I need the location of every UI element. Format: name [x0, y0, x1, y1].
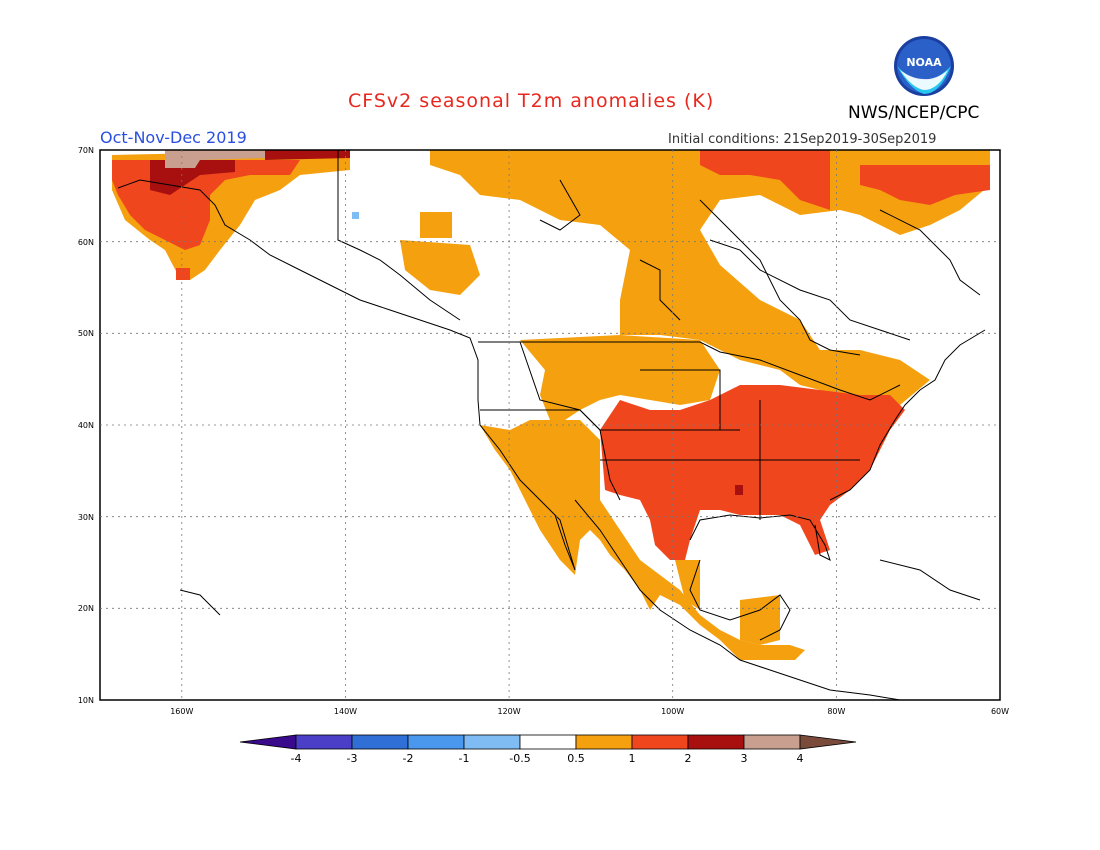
lat-label: 40N — [78, 421, 94, 430]
agency-label: NWS/NCEP/CPC — [848, 103, 980, 123]
anomaly-darkred-arctic — [265, 150, 350, 160]
lon-label: 100W — [661, 707, 684, 716]
colorbar-label: -3 — [347, 752, 358, 765]
anomaly-orange-us-west — [520, 335, 720, 420]
colorbar-segment — [407, 734, 465, 750]
colorbar-label: -4 — [291, 752, 302, 765]
colorbar-label: 0.5 — [567, 752, 585, 765]
colorbar-segment — [295, 734, 353, 750]
lat-label: 20N — [78, 604, 94, 613]
colorbar-legend: -4 -3 -2 -1 -0.5 0.5 1 2 3 4 — [239, 734, 857, 765]
lat-label: 50N — [78, 329, 94, 338]
anomaly-orange-central-america — [740, 595, 780, 645]
anomaly-orange-canada-west — [400, 240, 480, 295]
forecast-period: Oct-Nov-Dec 2019 — [100, 128, 247, 147]
anomaly-darkred-alaska — [150, 160, 235, 195]
lon-axis-labels: 160W 140W 120W 100W 80W 60W — [170, 707, 1009, 716]
lat-label: 70N — [78, 146, 94, 155]
lat-label: 60N — [78, 238, 94, 247]
anomaly-extreme-alaska — [165, 150, 265, 168]
lon-label: 60W — [991, 707, 1009, 716]
colorbar-label: -0.5 — [509, 752, 530, 765]
lon-label: 160W — [170, 707, 193, 716]
map-title: CFSv2 seasonal T2m anomalies (K) — [348, 90, 715, 112]
lat-axis-labels: 70N 60N 50N 40N 30N 20N 10N — [78, 146, 94, 705]
colorbar-segment — [799, 734, 857, 750]
colorbar-label: -1 — [459, 752, 470, 765]
colorbar-label: 2 — [685, 752, 692, 765]
plot-frame — [99, 149, 1001, 701]
colorbar-segment — [631, 734, 689, 750]
colorbar-segment — [743, 734, 801, 750]
anomaly-red-canada-east — [700, 150, 830, 210]
lon-label: 120W — [498, 707, 521, 716]
anomaly-red-us — [600, 385, 905, 560]
anomaly-orange-southwest — [480, 420, 805, 660]
colorbar-segment — [463, 734, 521, 750]
anomaly-orange-canada-north — [430, 150, 990, 420]
colorbar-label: 3 — [741, 752, 748, 765]
lat-label: 10N — [78, 696, 94, 705]
colorbar-segment — [575, 734, 633, 750]
anomaly-orange-canada-islands — [420, 212, 452, 238]
initial-conditions: Initial conditions: 21Sep2019-30Sep2019 — [668, 132, 937, 147]
lon-label: 80W — [827, 707, 845, 716]
colorbar-label: 4 — [797, 752, 804, 765]
anomaly-field — [112, 150, 990, 660]
colorbar-label: 1 — [629, 752, 636, 765]
colorbar-segment — [351, 734, 409, 750]
colorbar-label: -2 — [403, 752, 414, 765]
colorbar-segment — [239, 734, 297, 750]
colorbar-segment — [519, 734, 577, 750]
lon-label: 140W — [334, 707, 357, 716]
lat-label: 30N — [78, 513, 94, 522]
anomaly-red-canada-ne — [860, 165, 990, 205]
colorbar-segment — [687, 734, 745, 750]
anomaly-cool-patch — [352, 212, 359, 219]
anomaly-red-alaska-south — [176, 268, 190, 280]
coastlines — [117, 150, 986, 701]
noaa-logo-text: NOAA — [906, 56, 942, 69]
anomaly-darkred-speck — [735, 485, 743, 495]
noaa-logo-icon: NOAA — [894, 36, 954, 96]
